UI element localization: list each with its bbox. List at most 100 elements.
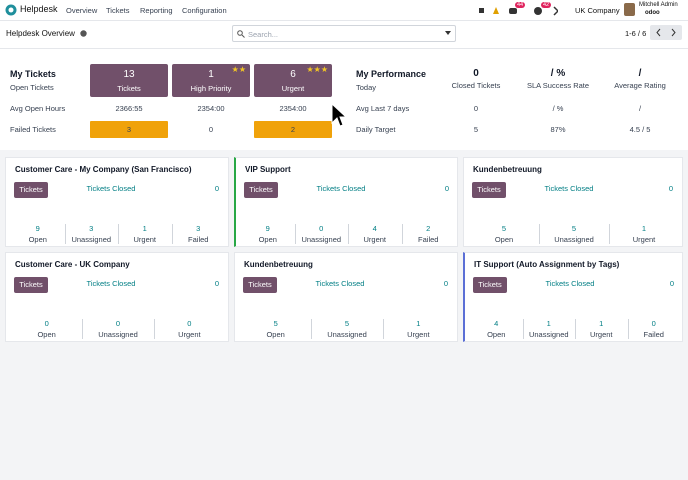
stat-label[interactable]: Urgent — [407, 330, 430, 339]
stat-label[interactable]: Failed — [418, 235, 439, 244]
stat-label[interactable]: Open — [266, 330, 285, 339]
team-name: Kundenbetreuung — [473, 165, 542, 174]
closed-label[interactable]: Tickets Closed — [86, 184, 136, 193]
failed-highlight[interactable] — [254, 121, 332, 138]
failed-highlight[interactable] — [90, 121, 168, 138]
stat-label[interactable]: Unassigned — [301, 235, 342, 244]
stat-label[interactable]: Unassigned — [554, 235, 594, 244]
tickets-button[interactable]: Tickets — [244, 182, 278, 198]
closed-count[interactable]: 0 — [444, 184, 449, 193]
ticket-box[interactable]: 6 Urgent ★★★ — [254, 64, 332, 97]
stat-separator — [311, 319, 313, 339]
stat-value[interactable]: 1 — [599, 319, 604, 328]
closed-count[interactable]: 0 — [214, 279, 219, 288]
tickets-button[interactable]: Tickets — [473, 277, 507, 293]
tickets-button[interactable]: Tickets — [243, 277, 277, 293]
tickets-button[interactable]: Tickets — [472, 182, 506, 198]
stat-separator — [382, 319, 384, 339]
stat-label[interactable]: Urgent — [589, 330, 613, 339]
stat-value[interactable]: 0 — [651, 319, 656, 328]
stat-value[interactable]: 5 — [571, 224, 577, 233]
section-subtitle: Today — [356, 83, 377, 92]
stat-value[interactable]: 0 — [44, 319, 49, 328]
stat-label[interactable]: Failed — [188, 235, 209, 244]
stat-separator — [118, 224, 119, 244]
closed-label[interactable]: Tickets Closed — [315, 279, 365, 288]
activity-badge: 42 — [541, 2, 552, 8]
team-name: Customer Care - UK Company — [15, 260, 130, 269]
closed-count[interactable]: 0 — [443, 279, 448, 288]
stat-separator — [575, 319, 576, 339]
stat-separator — [539, 224, 540, 244]
stat-value[interactable]: 3 — [89, 224, 94, 233]
stat-label[interactable]: Failed — [643, 330, 664, 339]
stat-value[interactable]: 0 — [319, 224, 324, 233]
stat-value[interactable]: 1 — [546, 319, 551, 328]
mouse-cursor — [331, 103, 347, 127]
team-name: IT Support (Auto Assignment by Tags) — [474, 260, 620, 269]
stat-label[interactable]: Urgent — [133, 235, 157, 244]
ticket-box[interactable]: 1 High Priority ★★ — [172, 64, 250, 97]
stat-label[interactable]: Open — [37, 330, 56, 339]
stat-label[interactable]: Unassigned — [528, 330, 569, 339]
stat-separator — [609, 224, 610, 244]
chat-badge: 44 — [515, 2, 526, 8]
stat-label[interactable]: Unassigned — [71, 235, 112, 244]
stat-label[interactable]: Urgent — [178, 330, 201, 339]
tickets-button[interactable]: Tickets — [14, 277, 48, 293]
closed-label[interactable]: Tickets Closed — [544, 184, 594, 193]
menu-item[interactable]: Tickets — [106, 6, 130, 15]
stat-label[interactable]: Unassigned — [327, 330, 367, 339]
user-name[interactable]: Mitchell Admin — [639, 2, 678, 8]
closed-label[interactable]: Tickets Closed — [86, 279, 136, 288]
stat-value[interactable]: 4 — [372, 224, 377, 233]
stat-label[interactable]: Urgent — [363, 235, 387, 244]
team-card: Kundenbetreuung Tickets Tickets Closed 0 5 Op… — [234, 252, 458, 342]
closed-count[interactable]: 0 — [668, 184, 673, 193]
stat-value[interactable]: 0 — [115, 319, 121, 328]
tickets-button[interactable]: Tickets — [14, 182, 48, 198]
menu-item[interactable]: Configuration — [182, 6, 227, 15]
systray-icons[interactable] — [478, 5, 558, 17]
info-icon[interactable] — [80, 30, 87, 37]
stat-label[interactable]: Unassigned — [98, 330, 138, 339]
menu-item[interactable]: Overview — [66, 6, 98, 15]
stat-value[interactable]: 9 — [265, 224, 270, 233]
app-name[interactable]: Helpdesk — [20, 4, 58, 14]
stat-label[interactable]: Open — [28, 235, 47, 244]
closed-count[interactable]: 0 — [214, 184, 219, 193]
stat-label[interactable]: Open — [494, 235, 514, 244]
stat-value[interactable]: 1 — [641, 224, 647, 233]
stat-value[interactable]: 1 — [142, 224, 147, 233]
stat-value[interactable]: 3 — [196, 224, 201, 233]
stat-value[interactable]: 5 — [273, 319, 278, 328]
navbar: Helpdesk Overview Tickets Reporting Conf… — [0, 0, 688, 21]
row-value: 5 — [473, 125, 479, 134]
company-switcher[interactable]: UK Company — [575, 6, 620, 15]
ticket-box[interactable]: 13 Tickets — [90, 64, 168, 97]
closed-count[interactable]: 0 — [669, 279, 674, 288]
stat-value[interactable]: 5 — [344, 319, 350, 328]
stat-value[interactable]: 4 — [494, 319, 499, 328]
stat-label[interactable]: Open — [258, 235, 277, 244]
avatar[interactable] — [624, 3, 635, 16]
stat-value[interactable]: 9 — [35, 224, 40, 233]
search-toggle[interactable] — [445, 31, 451, 36]
search-box[interactable]: Search... — [232, 25, 456, 42]
team-card: VIP Support Tickets Tickets Closed 0 9 Open 0 U… — [234, 157, 458, 247]
ticket-count: 6 — [290, 69, 296, 80]
stat-label[interactable]: Open — [487, 330, 506, 339]
closed-label[interactable]: Tickets Closed — [316, 184, 366, 193]
row-label: Avg Last 7 days — [356, 104, 410, 113]
stat-value[interactable]: 0 — [187, 319, 192, 328]
stat-value[interactable]: 2 — [426, 224, 431, 233]
stat-label[interactable]: Urgent — [632, 235, 656, 244]
row-value: / % — [552, 104, 564, 113]
stat-value[interactable]: 1 — [416, 319, 421, 328]
row-value: 3 — [126, 125, 132, 134]
closed-label[interactable]: Tickets Closed — [545, 279, 595, 288]
stat-value[interactable]: 5 — [501, 224, 507, 233]
stat-separator — [153, 319, 155, 339]
menu-item[interactable]: Reporting — [140, 6, 173, 15]
pager-buttons[interactable] — [650, 25, 682, 40]
